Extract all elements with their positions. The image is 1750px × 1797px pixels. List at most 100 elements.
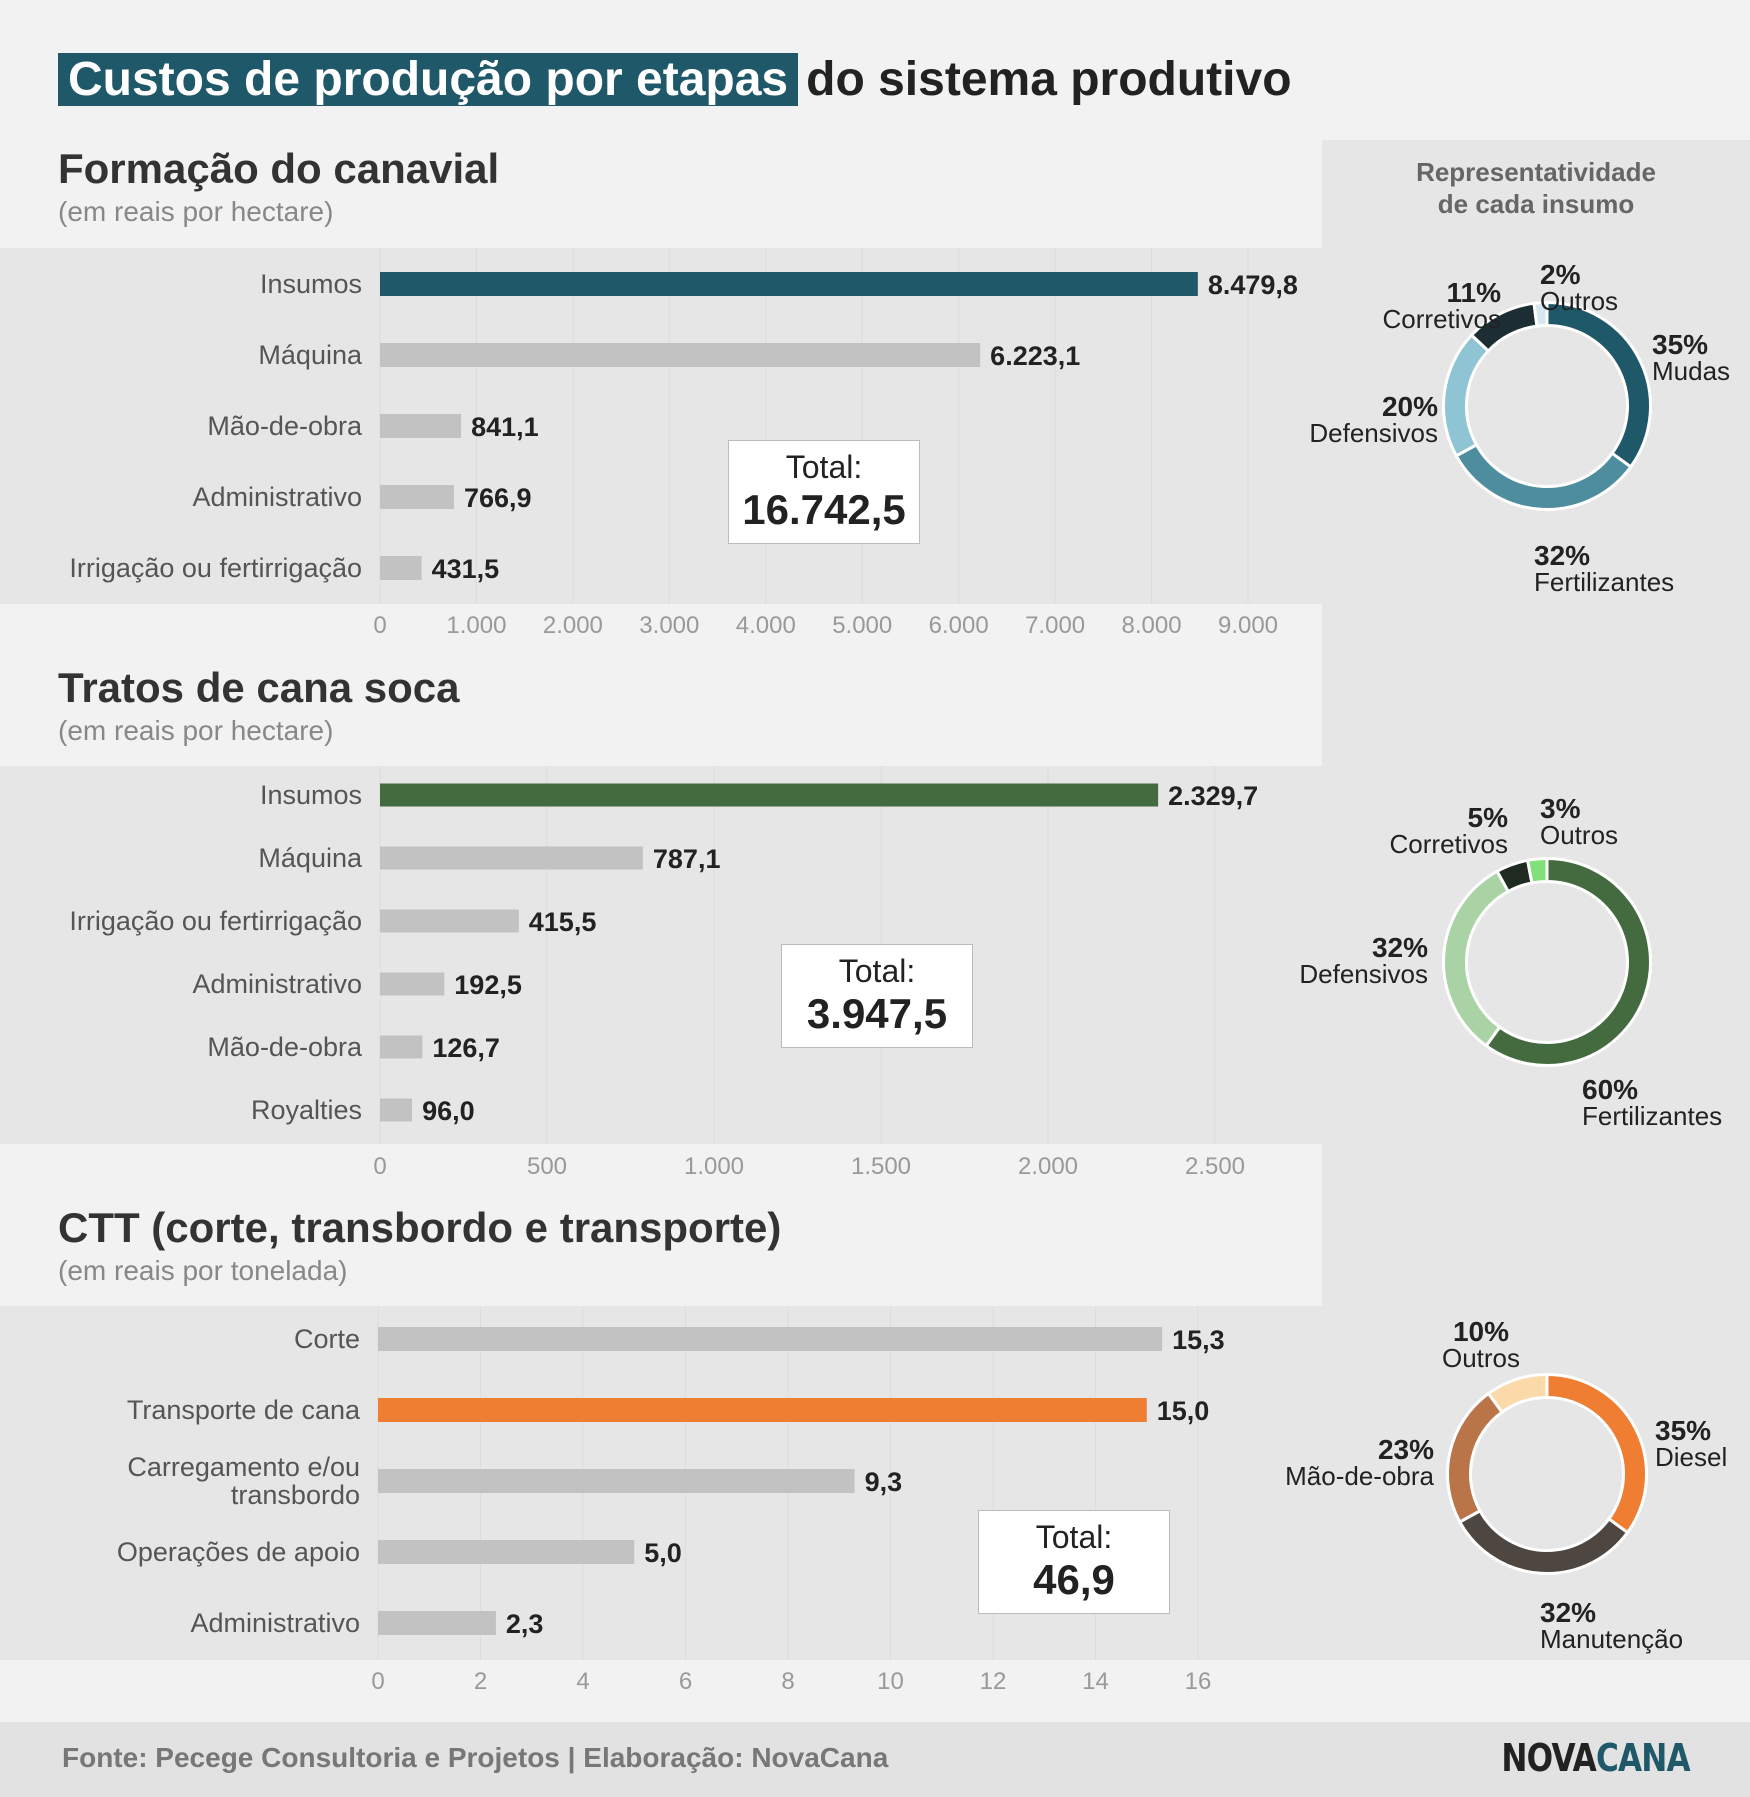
category-label: Administrativo <box>192 482 362 512</box>
slice-percent-label: 35% <box>1652 329 1708 360</box>
section-subtitle-tratos: (em reais por hectare) <box>58 715 334 746</box>
x-tick-label: 14 <box>1082 1668 1109 1695</box>
slice-percent-label: 60% <box>1582 1074 1638 1105</box>
value-label: 126,7 <box>432 1033 500 1063</box>
slice-percent-label: 32% <box>1372 932 1428 963</box>
x-tick-label: 1.000 <box>684 1153 744 1180</box>
category-label: Administrativo <box>190 1608 360 1638</box>
category-label: Insumos <box>260 780 362 810</box>
slice-percent-label: 5% <box>1468 802 1509 833</box>
bar-chart-tratos: 0 500 1.000 1.500 2.000 2.500 Insumos 2.329,7 Má… <box>69 766 1258 1180</box>
category-label: Royalties <box>251 1095 362 1125</box>
value-label: 15,0 <box>1157 1396 1210 1426</box>
bar-operacoes-de-apoio <box>378 1540 635 1564</box>
bar-corte <box>378 1327 1163 1351</box>
section-subtitle-ctt: (em reais por tonelada) <box>58 1255 348 1286</box>
total-box-tratos: Total: 3.947,5 <box>781 944 973 1048</box>
x-tick-label: 500 <box>527 1153 567 1180</box>
value-label: 431,5 <box>432 554 500 584</box>
chart-band-tratos <box>0 766 1322 1144</box>
x-tick-label: 1.000 <box>446 612 506 639</box>
chart-band-formacao <box>0 248 1322 604</box>
slice-percent-label: 11% <box>1447 277 1502 308</box>
sidebar-title-line1: Representatividade <box>1416 157 1656 187</box>
category-label: Operações de apoio <box>117 1537 360 1567</box>
bar-irrigacao-ou-fertirrigacao <box>380 556 422 580</box>
donut-slice-mudas <box>1545 300 1652 469</box>
donut-slice-outros <box>1532 300 1549 328</box>
x-tick-label: 8 <box>781 1668 794 1695</box>
bar-irrigacao-ou-fertirrigacao <box>380 909 519 933</box>
slice-name-label: Fertilizantes <box>1534 567 1674 597</box>
slice-percent-label: 20% <box>1382 391 1438 422</box>
value-label: 96,0 <box>422 1096 475 1126</box>
bar-administrativo <box>378 1611 496 1635</box>
donut-slice-fertilizantes <box>1484 856 1652 1067</box>
total-box-formacao: Total: 16.742,5 <box>728 440 920 544</box>
bar-mao-de-obra <box>380 414 462 438</box>
x-tick-label: 2 <box>474 1668 487 1695</box>
value-label: 192,5 <box>454 970 522 1000</box>
value-label: 5,0 <box>644 1538 682 1568</box>
main-title-rest: do sistema produtivo <box>806 53 1292 106</box>
x-tick-label: 2.500 <box>1185 1153 1245 1180</box>
category-label: Máquina <box>258 340 363 370</box>
novacana-logo: NOVACANA <box>1501 1736 1691 1780</box>
category-label: Irrigação ou fertirrigação <box>69 906 362 936</box>
donut-slice-fertilizantes <box>1454 442 1633 511</box>
x-tick-label: 9.000 <box>1218 612 1278 639</box>
slice-name-label: Corretivos <box>1383 304 1501 334</box>
x-tick-label: 12 <box>980 1668 1007 1695</box>
category-label: Corte <box>294 1324 360 1354</box>
slice-name-label: Outros <box>1442 1343 1520 1373</box>
value-label: 6.223,1 <box>990 341 1080 371</box>
value-label: 2,3 <box>506 1609 544 1639</box>
total-label: Total: <box>1035 1519 1113 1555</box>
category-label: transbordo <box>231 1480 360 1510</box>
value-label: 15,3 <box>1172 1325 1225 1355</box>
category-label: Máquina <box>258 843 363 873</box>
total-box-ctt: Total: 46,9 <box>978 1510 1170 1614</box>
x-tick-label: 0 <box>373 612 386 639</box>
section-subtitle-formacao: (em reais por hectare) <box>58 196 334 227</box>
bar-chart-formacao: 0 1.000 2.000 3.000 4.000 5.000 6.000 7.000 8.00… <box>69 248 1298 639</box>
slice-name-label: Corretivos <box>1390 829 1508 859</box>
bar-administrativo <box>380 972 445 996</box>
donut-chart-tratos: 60%Fertilizantes 32%Defensivos 5%Corretivo… <box>1299 793 1722 1131</box>
value-label: 841,1 <box>471 412 539 442</box>
x-tick-label: 8.000 <box>1122 612 1182 639</box>
bar-administrativo <box>380 485 454 509</box>
slice-name-label: Mudas <box>1652 356 1730 386</box>
x-tick-label: 6 <box>679 1668 692 1695</box>
bar-maquina <box>380 846 643 870</box>
slice-name-label: Outros <box>1540 820 1618 850</box>
sidebar-title-line2: de cada insumo <box>1437 189 1635 219</box>
donut-slice-defensivos <box>1442 869 1511 1048</box>
category-label: Irrigação ou fertirrigação <box>69 553 362 583</box>
x-tick-label: 3.000 <box>639 612 699 639</box>
bar-insumos <box>380 783 1159 807</box>
category-label: Insumos <box>260 269 362 299</box>
value-label: 766,9 <box>464 483 532 513</box>
charts-canvas: 0 1.000 2.000 3.000 4.000 5.000 6.000 7.000 8.00… <box>69 248 1731 1695</box>
value-label: 415,5 <box>529 907 597 937</box>
source-text: Fonte: Pecege Consultoria e Projetos | E… <box>62 1742 889 1773</box>
main-title-highlight: Custos de produção por etapas <box>58 53 799 106</box>
slice-percent-label: 32% <box>1534 540 1590 571</box>
category-label: Transporte de cana <box>127 1395 361 1425</box>
slice-percent-label: 10% <box>1453 1316 1509 1347</box>
donut-slice-defensivos <box>1442 333 1491 458</box>
donut-slice-diesel <box>1545 1372 1648 1535</box>
bar-chart-ctt: 0 2 4 6 8 10 12 14 16 Corte 15,3 Transporte de cana… <box>117 1306 1225 1695</box>
slice-percent-label: 23% <box>1378 1434 1434 1465</box>
bar-maquina <box>380 343 981 367</box>
value-label: 9,3 <box>865 1467 903 1497</box>
slice-name-label: Defensivos <box>1309 418 1438 448</box>
x-tick-label: 6.000 <box>929 612 989 639</box>
category-label: Carregamento e/ou <box>127 1452 360 1482</box>
total-label: Total: <box>838 953 916 989</box>
sidebar-title: Representatividade de cada insumo <box>1322 156 1750 220</box>
bar-transporte-de-cana <box>378 1398 1147 1422</box>
slice-name-label: Defensivos <box>1299 959 1428 989</box>
donut-sidebar <box>1322 140 1750 1660</box>
